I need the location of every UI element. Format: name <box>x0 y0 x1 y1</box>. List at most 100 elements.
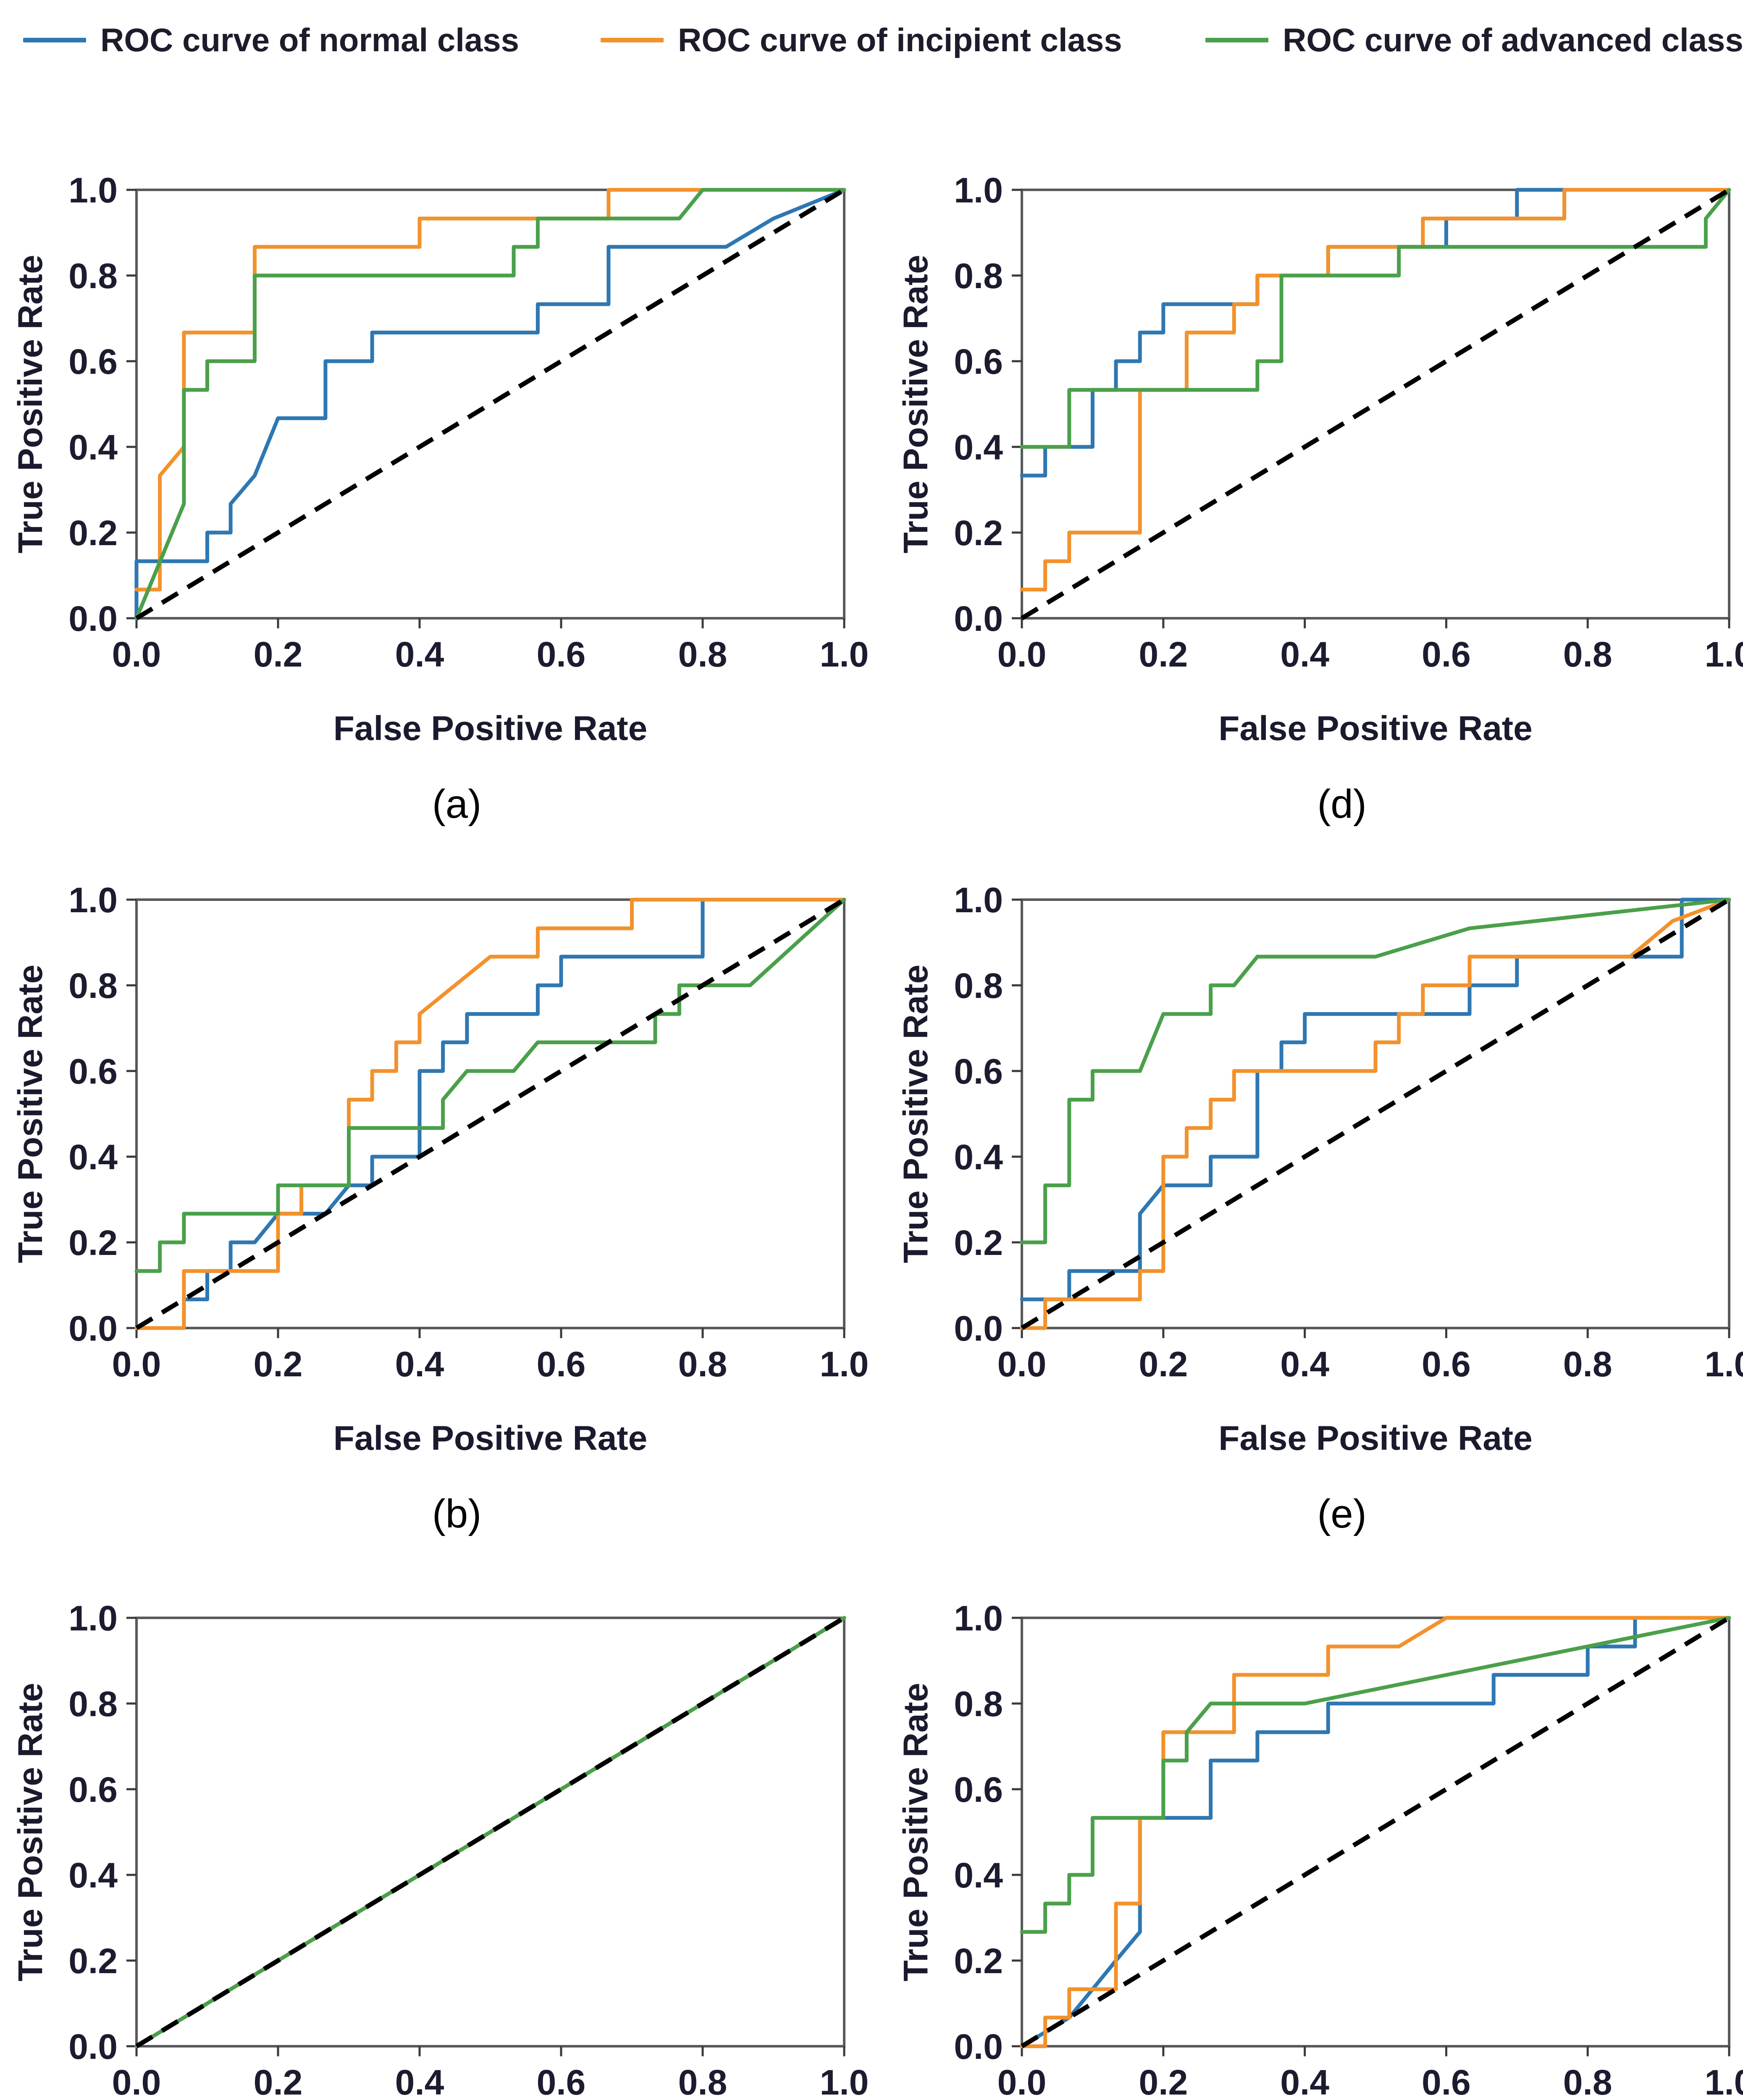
x-tick-label: 0.4 <box>1280 635 1329 674</box>
x-tick-label: 1.0 <box>1705 635 1743 674</box>
axes-frame <box>135 189 845 620</box>
y-tick-label: 0.8 <box>954 966 1003 1005</box>
roc-curve <box>1020 188 1731 478</box>
x-tick-label: 0.4 <box>395 1344 444 1384</box>
y-tick-label: 0.4 <box>68 1137 118 1177</box>
y-tick-label: 1.0 <box>954 880 1003 920</box>
y-tick-label: 0.8 <box>68 1684 118 1724</box>
y-tick-label: 0.8 <box>954 256 1003 296</box>
y-tick-label: 0.0 <box>68 599 118 638</box>
x-tick-label: 0.2 <box>1139 2063 1188 2100</box>
x-tick-label: 0.6 <box>1422 2063 1471 2100</box>
y-tick-label: 0.0 <box>68 1309 118 1348</box>
chance-diagonal <box>1021 188 1730 620</box>
x-tick-label: 0.2 <box>254 2063 303 2100</box>
y-tick-label: 0.4 <box>954 1137 1003 1177</box>
x-tick-label: 0.2 <box>254 1344 303 1384</box>
y-tick-label: 0.4 <box>954 1856 1003 1895</box>
x-tick-label: 0.2 <box>1139 1344 1188 1384</box>
x-tick-label: 0.0 <box>112 635 161 674</box>
x-tick-label: 0.6 <box>1422 635 1471 674</box>
roc-curve <box>1020 898 1731 1330</box>
x-tick-label: 0.4 <box>395 635 444 674</box>
roc-subplot-c: 0.00.00.20.20.40.40.60.60.80.81.01.0Fals… <box>0 1571 872 2100</box>
y-tick-label: 0.2 <box>954 1941 1003 1981</box>
y-tick-label: 0.2 <box>954 513 1003 553</box>
y-tick-label: 0.4 <box>68 1856 118 1895</box>
plot-canvas: 0.00.00.20.20.40.40.60.60.80.81.01.0Fals… <box>11 880 869 1536</box>
x-axis-label: False Positive Rate <box>333 709 647 748</box>
y-tick-label: 0.0 <box>954 2027 1003 2066</box>
legend-line-icon <box>1205 37 1268 42</box>
x-tick-label: 0.0 <box>112 1344 161 1384</box>
y-tick-label: 0.6 <box>68 342 118 381</box>
y-axis-label: True Positive Rate <box>897 255 935 554</box>
y-tick-label: 0.2 <box>68 513 118 553</box>
roc-curve <box>134 188 846 620</box>
roc-curve <box>1020 188 1731 449</box>
roc-subplot-e: 0.00.0 0.2 0.2 0.4 0.4 0.6 0.6 0.8 0.8 1.0 1.0 Fals… <box>872 853 1743 1567</box>
axes-frame <box>1021 189 1730 620</box>
roc-curve <box>1020 898 1731 1302</box>
y-tick-label: 0.0 <box>68 2027 118 2066</box>
legend-item-normal: ROC curve of normal class <box>23 13 519 67</box>
legend-line-icon <box>601 37 664 42</box>
chance-diagonal <box>1021 1616 1730 2048</box>
plot-canvas: 0.00.00.20.20.40.40.60.60.80.81.01.0Fals… <box>11 171 869 827</box>
axes-frame <box>135 1617 845 2048</box>
axes-frame <box>135 898 845 1329</box>
y-axis-label: True Positive Rate <box>897 1683 935 1982</box>
y-tick-label: 0.8 <box>68 966 118 1005</box>
x-tick-label: 0.0 <box>998 1344 1047 1384</box>
x-tick-label: 1.0 <box>820 635 869 674</box>
plot-canvas: 0.00.00.20.20.40.40.60.60.80.81.01.0Fals… <box>897 1599 1743 2100</box>
x-tick-label: 1.0 <box>820 2063 869 2100</box>
y-axis-label: True Positive Rate <box>11 1683 50 1982</box>
x-tick-label: 0.4 <box>1280 2063 1329 2100</box>
y-tick-label: 0.8 <box>68 256 118 296</box>
y-tick-label: 0.2 <box>68 1941 118 1981</box>
y-axis-label: True Positive Rate <box>11 255 50 554</box>
y-tick-label: 0.8 <box>954 1684 1003 1724</box>
x-tick-label: 0.8 <box>678 635 727 674</box>
y-tick-label: 0.0 <box>954 599 1003 638</box>
plot-canvas: 0.00.00.20.20.40.40.60.60.80.81.01.0Fals… <box>897 171 1743 827</box>
roc-subplot-d: 0.00.0 0.2 0.2 0.4 0.4 0.6 0.6 0.8 0.8 1.0 1.0 Fals… <box>872 143 1743 857</box>
roc-curve <box>134 188 846 620</box>
legend-label: ROC curve of incipient class <box>678 21 1122 58</box>
x-tick-label: 0.8 <box>1563 2063 1612 2100</box>
y-axis-label: True Positive Rate <box>11 965 50 1263</box>
x-axis-label: False Positive Rate <box>1218 709 1532 748</box>
x-tick-label: 0.0 <box>112 2063 161 2100</box>
roc-curve <box>134 898 846 1330</box>
axes-frame <box>1021 1617 1730 2048</box>
y-tick-label: 1.0 <box>68 1599 118 1638</box>
roc-curve <box>134 188 846 592</box>
y-tick-label: 0.6 <box>68 1052 118 1091</box>
roc-subplot-f: 0.00.00.20.20.40.40.60.60.80.81.01.0Fals… <box>872 1571 1743 2100</box>
x-tick-label: 0.4 <box>1280 1344 1329 1384</box>
y-tick-label: 0.6 <box>954 1770 1003 1809</box>
y-tick-label: 0.6 <box>954 342 1003 381</box>
roc-subplot-b: 0.0 0.0 0.2 0.2 0.4 0.4 0.6 0.6 0.8 0.8 1.0 1.0 Fals… <box>0 853 872 1567</box>
chance-diagonal <box>135 1616 845 2048</box>
x-tick-label: 0.2 <box>254 635 303 674</box>
y-tick-label: 0.6 <box>68 1770 118 1809</box>
legend-label: ROC curve of normal class <box>100 21 520 58</box>
x-tick-label: 0.0 <box>998 2063 1047 2100</box>
x-tick-label: 0.8 <box>1563 635 1612 674</box>
y-tick-label: 1.0 <box>954 171 1003 210</box>
x-axis-label: False Positive Rate <box>333 1419 647 1457</box>
plot-canvas: 0.00.00.20.20.40.40.60.60.80.81.01.0Fals… <box>11 1599 869 2100</box>
legend-item-incipient: ROC curve of incipient class <box>601 13 1122 67</box>
subplot-caption: (b) <box>432 1491 481 1536</box>
x-tick-label: 1.0 <box>1705 2063 1743 2100</box>
x-tick-label: 1.0 <box>1705 1344 1743 1384</box>
y-tick-label: 0.2 <box>68 1223 118 1263</box>
legend-label: ROC curve of advanced class <box>1283 21 1743 58</box>
y-tick-label: 1.0 <box>68 171 118 210</box>
x-tick-label: 0.8 <box>678 1344 727 1384</box>
legend: ROC curve of normal class ROC curve of i… <box>0 13 1743 67</box>
x-tick-label: 0.4 <box>395 2063 444 2100</box>
